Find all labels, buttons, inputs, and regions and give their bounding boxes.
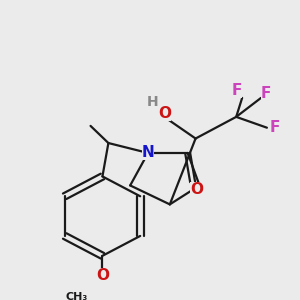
Text: F: F bbox=[261, 86, 271, 101]
Text: N: N bbox=[142, 146, 154, 160]
Text: O: O bbox=[158, 106, 171, 121]
Text: O: O bbox=[190, 182, 203, 196]
Text: O: O bbox=[96, 268, 109, 283]
Text: F: F bbox=[270, 120, 280, 135]
Text: CH₃: CH₃ bbox=[66, 292, 88, 300]
Text: H: H bbox=[147, 95, 159, 110]
Text: F: F bbox=[232, 83, 242, 98]
